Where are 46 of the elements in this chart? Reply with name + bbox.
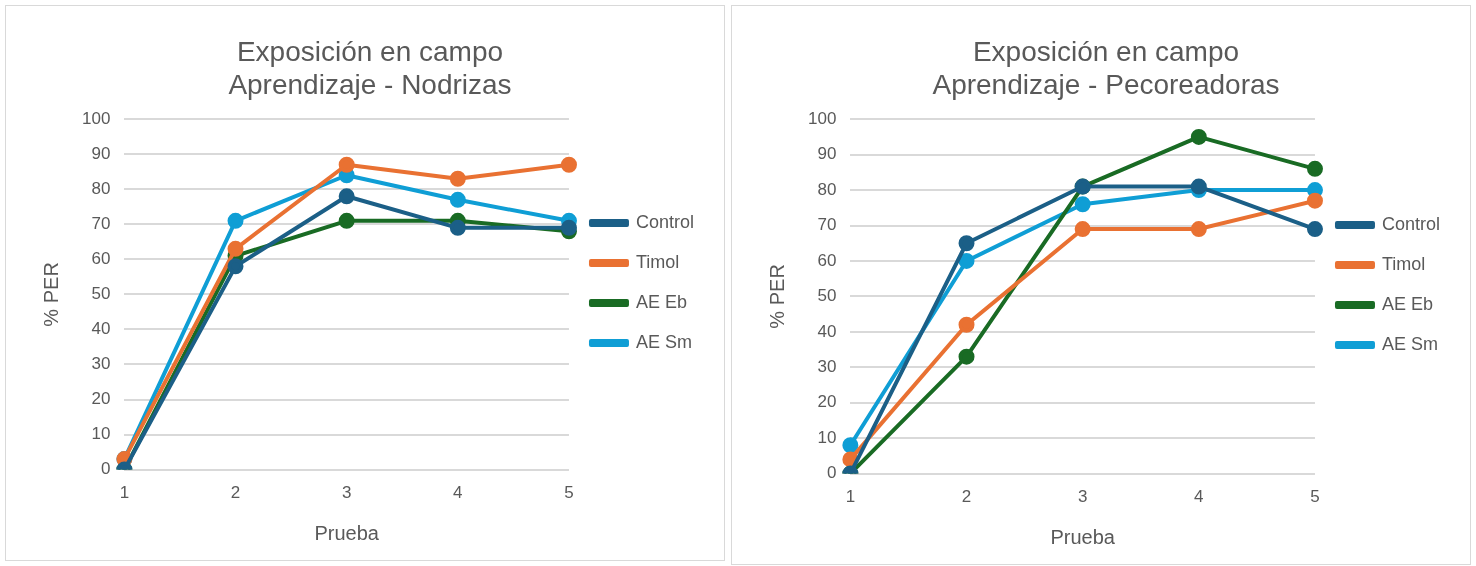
y-tick-label: 50	[91, 284, 111, 304]
legend-label: Timol	[635, 251, 680, 272]
y-tick-label: 10	[91, 424, 111, 444]
y-tick-label: 80	[91, 178, 111, 198]
y-tick-label: 100	[807, 108, 837, 128]
y-tick-label: 10	[817, 427, 837, 447]
x-tick-label: 4	[1194, 487, 1204, 507]
x-tick-label: 1	[845, 487, 856, 507]
y-tick-label: 80	[817, 179, 837, 199]
y-tick-label: 70	[91, 214, 111, 234]
x-tick-label: 3	[1077, 487, 1088, 507]
x-tick-label: 3	[341, 483, 352, 503]
y-tick-label: 40	[817, 321, 837, 341]
chart-title: Exposición en campo Aprendizaje - Nodrizas	[228, 35, 512, 101]
y-tick-label: 90	[91, 143, 111, 163]
y-tick-label: 0	[100, 459, 111, 479]
legend-label: AE Eb	[635, 291, 688, 312]
x-tick-label: 2	[961, 487, 972, 507]
y-axis-title: % PER	[765, 264, 788, 329]
legend-label: AE Eb	[1381, 293, 1434, 314]
x-tick-label: 1	[119, 483, 130, 503]
y-tick-label: 30	[91, 354, 111, 374]
y-tick-label: 0	[826, 463, 837, 483]
legend-label: AE Sm	[1381, 333, 1438, 354]
x-tick-label: 4	[453, 483, 463, 503]
y-tick-label: 60	[91, 249, 111, 269]
y-tick-label: 70	[817, 215, 837, 235]
y-tick-label: 60	[817, 250, 837, 270]
x-axis-title: Prueba	[1050, 525, 1116, 548]
x-axis-title: Prueba	[314, 521, 380, 544]
y-tick-label: 40	[91, 319, 111, 339]
y-tick-label: 90	[817, 144, 837, 164]
y-axis-title: % PER	[39, 262, 62, 327]
y-tick-label: 50	[817, 286, 837, 306]
y-tick-label: 100	[81, 108, 111, 128]
y-tick-label: 30	[817, 356, 837, 376]
y-tick-label: 20	[91, 389, 111, 409]
x-tick-label: 2	[230, 483, 241, 503]
x-tick-label: 5	[564, 483, 574, 503]
chart-title: Exposición en campo Aprendizaje - Pecoreadoras	[932, 35, 1280, 101]
legend-label: AE Sm	[635, 331, 692, 352]
x-tick-label: 5	[1310, 487, 1320, 507]
legend-label: Timol	[1381, 253, 1426, 274]
legend-label: Control	[635, 211, 695, 232]
legend-label: Control	[1381, 213, 1441, 234]
y-tick-label: 20	[817, 392, 837, 412]
